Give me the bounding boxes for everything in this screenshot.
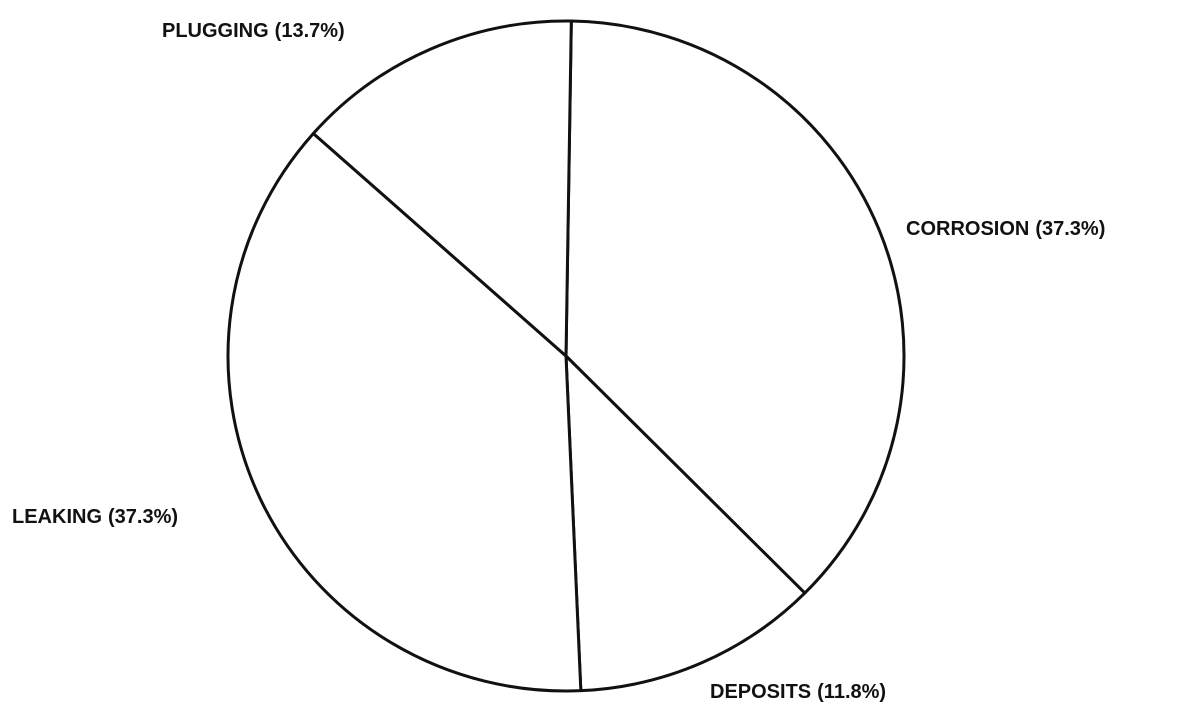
category-label: PLUGGING — [162, 20, 269, 42]
value-label: (11.8%) — [817, 681, 886, 703]
slice-label: CORROSION (37.3%) — [906, 218, 1105, 240]
pie-slice — [564, 19, 906, 595]
pie-slice — [311, 19, 573, 358]
value-label: (13.7%) — [275, 20, 345, 42]
value-label: (37.3%) — [1035, 218, 1105, 240]
slice-label: DEPOSITS (11.8%) — [710, 681, 886, 703]
pie-slice — [564, 354, 807, 693]
category-label: CORROSION — [906, 218, 1029, 240]
category-label: LEAKING — [12, 506, 102, 528]
value-label: (37.3%) — [108, 506, 178, 528]
category-label: DEPOSITS — [710, 681, 811, 703]
slice-label: PLUGGING (13.7%) — [162, 20, 345, 42]
pie-slice — [226, 131, 583, 693]
slice-label: LEAKING (37.3%) — [12, 506, 178, 528]
